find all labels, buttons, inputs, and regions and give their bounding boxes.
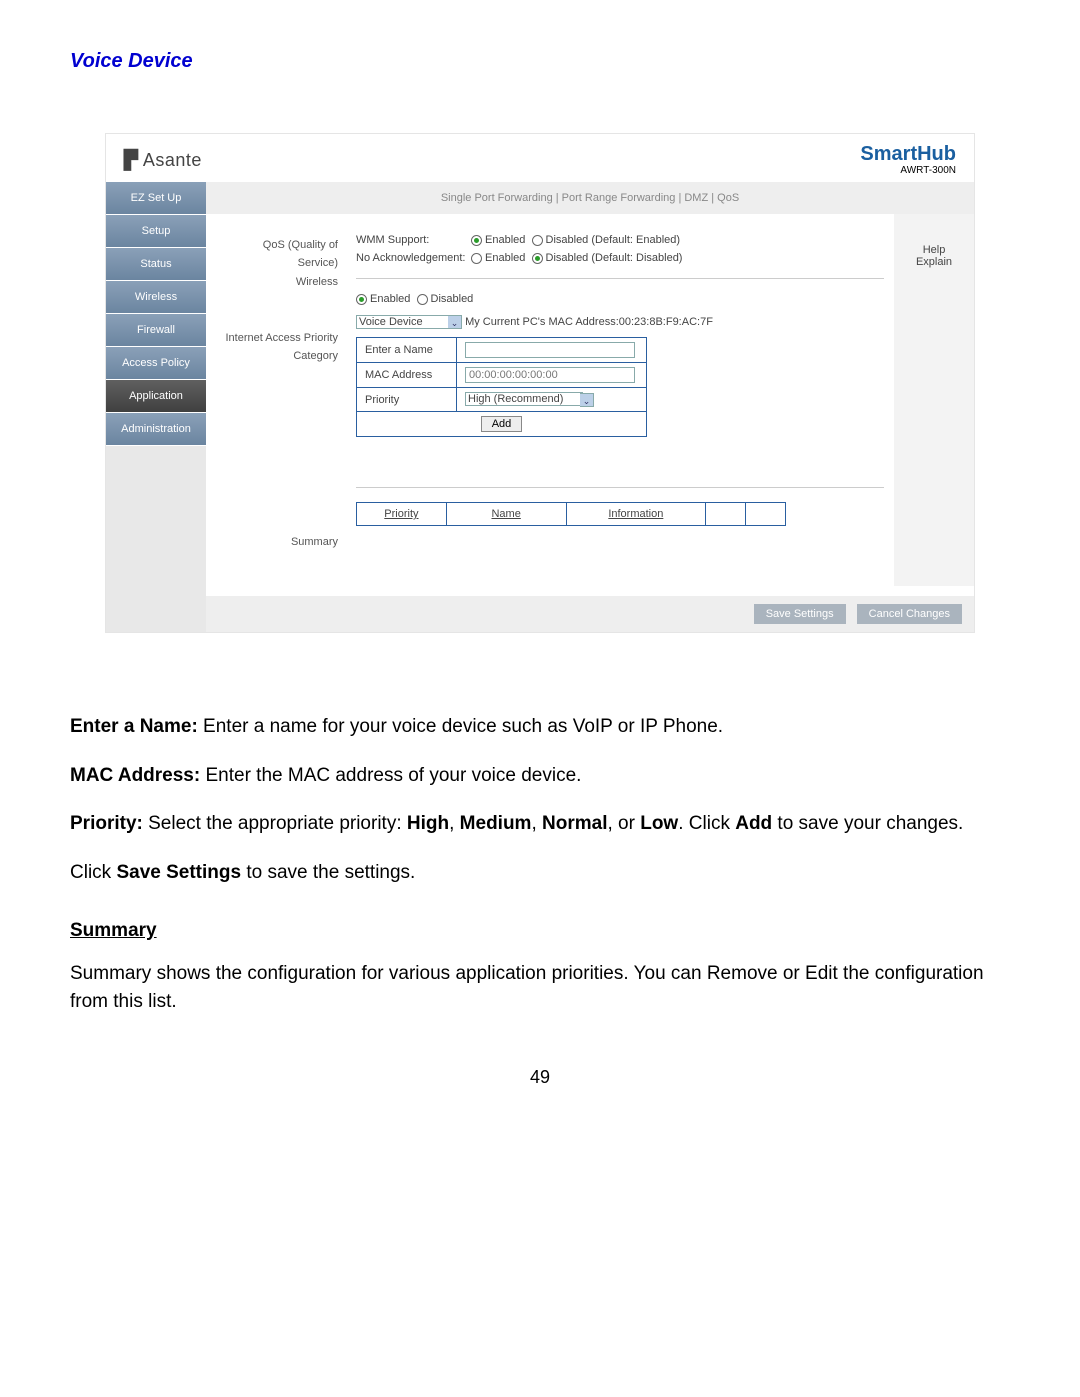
table-row-priority: Priority High (Recommend)⌄ (357, 388, 647, 412)
noack-enabled-radio[interactable] (471, 253, 482, 264)
subtab-strip[interactable]: Single Port Forwarding | Port Range Forw… (206, 182, 974, 214)
category-label: Category (212, 349, 338, 363)
help-column: Help Explain (894, 214, 974, 586)
para-enter-name: Enter a Name: Enter a name for your voic… (70, 713, 1010, 742)
save-settings-button[interactable]: Save Settings (754, 604, 846, 624)
subtab-labels[interactable]: Single Port Forwarding | Port Range Forw… (441, 192, 739, 204)
sidebar-item-application[interactable]: Application (106, 380, 206, 413)
iap-enabled-text: Enabled (370, 293, 410, 305)
row-mac-label: MAC Address (357, 363, 457, 388)
iap-disabled-text: Disabled (431, 293, 474, 305)
doc-body: Enter a Name: Enter a name for your voic… (70, 713, 1010, 1017)
iap-enabled-radio[interactable] (356, 294, 367, 305)
table-row-add: Add (357, 412, 647, 437)
qos-label-2: Service) (212, 256, 338, 270)
noack-row: No Acknowledgement: Enabled Disabled (De… (356, 252, 884, 264)
device-config-table: Enter a Name MAC Address Priority High (… (356, 337, 647, 437)
topbar: ▛ Asante SmartHub AWRT-300N (106, 134, 974, 182)
sidebar-item-wireless[interactable]: Wireless (106, 281, 206, 314)
sidebar-item-accesspolicy[interactable]: Access Policy (106, 347, 206, 380)
noack-default-text: (Default: Disabled) (591, 252, 682, 264)
wmm-disabled-radio[interactable] (532, 235, 543, 246)
divider-2 (356, 487, 884, 488)
para-priority: Priority: Select the appropriate priorit… (70, 810, 1010, 839)
sidebar-item-ezsetup[interactable]: EZ Set Up (106, 182, 206, 215)
doc-section-title: Voice Device (70, 50, 1010, 73)
table-row-mac: MAC Address (357, 363, 647, 388)
asante-logo: ▛ Asante (124, 150, 202, 171)
explain-link[interactable]: Explain (894, 256, 974, 268)
noack-enabled-text: Enabled (485, 252, 525, 264)
divider-1 (356, 278, 884, 279)
summary-label: Summary (212, 535, 338, 549)
iap-disabled-radio[interactable] (417, 294, 428, 305)
settings-column: WMM Support: Enabled Disabled (Default: … (346, 214, 894, 586)
page-number: 49 (70, 1067, 1010, 1088)
sum-col-priority: Priority (357, 503, 447, 526)
sum-col-blank1 (706, 503, 746, 526)
iap-label: Internet Access Priority (212, 331, 338, 345)
cancel-changes-button[interactable]: Cancel Changes (857, 604, 962, 624)
wmm-enabled-radio[interactable] (471, 235, 482, 246)
summary-header-row: Priority Name Information (357, 503, 786, 526)
chevron-down-icon[interactable]: ⌄ (448, 315, 462, 329)
wmm-row: WMM Support: Enabled Disabled (Default: … (356, 234, 884, 246)
wmm-default-text: (Default: Enabled) (591, 234, 680, 246)
para-mac: MAC Address: Enter the MAC address of yo… (70, 762, 1010, 791)
main-panel: Single Port Forwarding | Port Range Forw… (206, 182, 974, 632)
wmm-label: WMM Support: (356, 234, 471, 246)
iap-enable-row: Enabled Disabled (356, 293, 884, 305)
product-model: AWRT-300N (860, 166, 956, 176)
product-label: SmartHub AWRT-300N (860, 144, 956, 176)
sum-col-name: Name (446, 503, 566, 526)
summary-table: Priority Name Information (356, 502, 786, 526)
summary-heading: Summary (70, 917, 1010, 946)
sidebar-item-firewall[interactable]: Firewall (106, 314, 206, 347)
sidebar-nav: EZ Set Up Setup Status Wireless Firewall… (106, 182, 206, 632)
router-screenshot-panel: ▛ Asante SmartHub AWRT-300N EZ Set Up Se… (105, 133, 975, 633)
product-brand: SmartHub (860, 143, 956, 165)
noack-label: No Acknowledgement: (356, 252, 471, 264)
sidebar-item-administration[interactable]: Administration (106, 413, 206, 446)
logo-text: Asante (143, 150, 202, 170)
priority-select[interactable]: High (Recommend) (465, 392, 583, 406)
add-button[interactable]: Add (481, 416, 523, 432)
summary-paragraph: Summary shows the configuration for vari… (70, 960, 1010, 1017)
wmm-disabled-text: Disabled (546, 234, 589, 246)
wmm-enabled-text: Enabled (485, 234, 525, 246)
noack-disabled-radio[interactable] (532, 253, 543, 264)
sidebar-item-setup[interactable]: Setup (106, 215, 206, 248)
device-name-input[interactable] (465, 342, 635, 358)
action-bar: Save Settings Cancel Changes (206, 596, 974, 632)
row-name-label: Enter a Name (357, 338, 457, 363)
current-mac-text: My Current PC's MAC Address:00:23:8B:F9:… (465, 316, 713, 328)
sum-col-blank2 (746, 503, 786, 526)
table-row-name: Enter a Name (357, 338, 647, 363)
help-link[interactable]: Help (894, 244, 974, 256)
qos-label-1: QoS (Quality of (212, 238, 338, 252)
row-priority-label: Priority (357, 388, 457, 412)
chevron-down-icon[interactable]: ⌄ (580, 393, 594, 407)
para-save: Click Save Settings to save the settings… (70, 859, 1010, 888)
device-mac-input[interactable] (465, 367, 635, 383)
sum-col-info: Information (566, 503, 706, 526)
qos-label-3: Wireless (212, 275, 338, 289)
noack-disabled-text: Disabled (546, 252, 589, 264)
category-row: Voice Device⌄ My Current PC's MAC Addres… (356, 315, 884, 329)
section-labels-column: QoS (Quality of Service) Wireless Intern… (206, 214, 346, 586)
sidebar-item-status[interactable]: Status (106, 248, 206, 281)
category-select[interactable]: Voice Device (356, 315, 451, 329)
